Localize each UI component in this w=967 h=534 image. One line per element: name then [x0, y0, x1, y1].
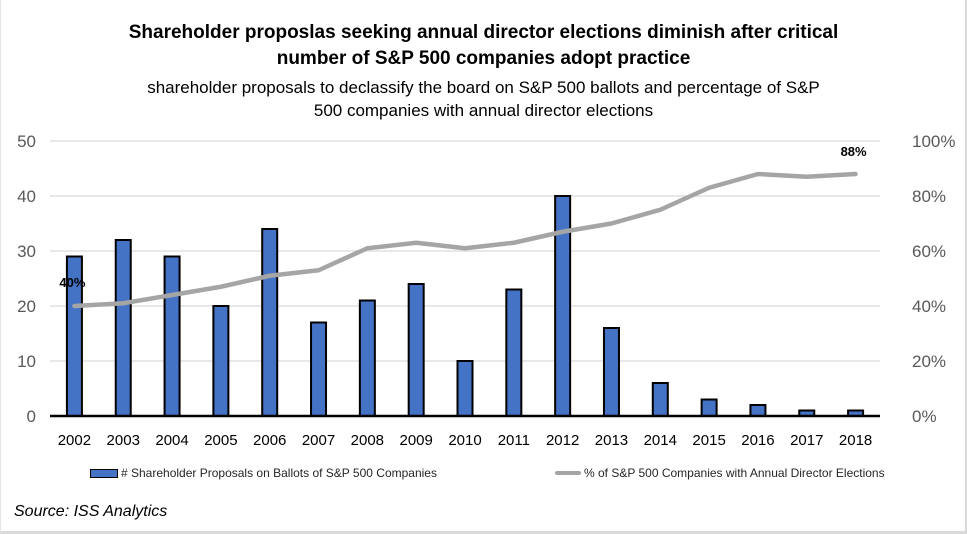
- bar: [261, 228, 279, 417]
- bar: [212, 305, 230, 417]
- bar-series: [65, 195, 865, 417]
- line-series: [72, 171, 858, 309]
- x-tick-label: 2008: [351, 432, 384, 449]
- bar: [749, 404, 767, 417]
- bar: [163, 255, 181, 417]
- right-tick-label: 40%: [912, 297, 946, 316]
- bar: [407, 283, 425, 417]
- data-labels: 40% 88%: [59, 144, 867, 290]
- data-label: 88%: [841, 144, 867, 159]
- bar: [700, 398, 718, 417]
- x-tick-label: 2003: [107, 432, 140, 449]
- chart-subtitle-line-2: 500 companies with annual director elect…: [313, 101, 654, 120]
- x-axis-ticks: 2002 2003 2004 2005 2006 2007 2008 2009 2010 2011…: [58, 432, 873, 449]
- gridlines: [50, 140, 880, 362]
- x-tick-label: 2009: [399, 432, 432, 449]
- right-tick-label: 60%: [912, 242, 946, 261]
- data-label: 40%: [59, 275, 85, 290]
- left-tick-label: 30: [17, 242, 36, 261]
- right-tick-label: 0%: [912, 407, 937, 426]
- line-path: [72, 171, 858, 309]
- x-tick-label: 2007: [302, 432, 335, 449]
- bar: [358, 299, 376, 417]
- right-axis-ticks: 0% 20% 40% 60% 80% 100%: [912, 132, 955, 426]
- bar: [310, 321, 328, 417]
- x-tick-label: 2018: [839, 432, 872, 449]
- left-axis-ticks: 0 10 20 30 40 50: [17, 132, 36, 426]
- right-tick-label: 80%: [912, 187, 946, 206]
- x-tick-label: 2002: [58, 432, 91, 449]
- legend-label-percentage: % of S&P 500 Companies with Annual Direc…: [584, 466, 885, 480]
- left-tick-label: 0: [27, 407, 36, 426]
- x-tick-label: 2010: [448, 432, 481, 449]
- legend-swatch-bar: [90, 468, 118, 478]
- bar: [456, 360, 474, 417]
- legend-item-percentage: % of S&P 500 Companies with Annual Direc…: [555, 466, 885, 480]
- x-tick-label: 2005: [204, 432, 237, 449]
- chart-subtitle-line-1: shareholder proposals to declassify the …: [147, 78, 820, 97]
- left-tick-label: 10: [17, 352, 36, 371]
- x-tick-label: 2016: [741, 432, 774, 449]
- chart-title-line-2: number of S&P 500 companies adopt practi…: [276, 48, 691, 69]
- right-tick-label: 20%: [912, 352, 946, 371]
- bar: [651, 382, 669, 417]
- bar: [505, 288, 523, 417]
- x-tick-label: 2013: [595, 432, 628, 449]
- bar: [602, 327, 620, 417]
- left-tick-label: 40: [17, 187, 36, 206]
- legend-swatch-line: [555, 471, 581, 475]
- x-tick-label: 2011: [498, 432, 530, 449]
- x-tick-label: 2015: [692, 432, 725, 449]
- x-tick-label: 2012: [546, 432, 579, 449]
- x-tick-label: 2006: [253, 432, 286, 449]
- chart-title-line-1: Shareholder proposlas seeking annual dir…: [128, 22, 839, 43]
- left-tick-label: 20: [17, 297, 36, 316]
- legend-item-proposals: # Shareholder Proposals on Ballots of S&…: [90, 466, 437, 480]
- legend-label-proposals: # Shareholder Proposals on Ballots of S&…: [121, 466, 437, 480]
- source-note: Source: ISS Analytics: [14, 503, 168, 520]
- bar: [114, 239, 132, 417]
- x-tick-label: 2014: [644, 432, 677, 449]
- x-tick-label: 2017: [790, 432, 823, 449]
- right-tick-label: 100%: [912, 132, 955, 151]
- left-tick-label: 50: [17, 132, 36, 151]
- x-tick-label: 2004: [155, 432, 188, 449]
